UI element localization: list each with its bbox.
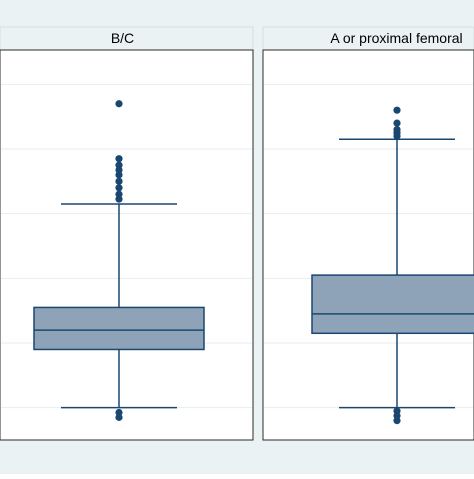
panel-1-plot-area bbox=[0, 49, 254, 441]
panel-2-plot-area bbox=[262, 49, 474, 441]
panel-1-outlier-point-1 bbox=[115, 155, 123, 163]
panel-2-outlier-point-0 bbox=[393, 119, 401, 127]
panel-1-outlier-point-10 bbox=[115, 408, 123, 417]
panel-1-outlier-point-8 bbox=[115, 161, 123, 169]
panel-1-outlier-point-5 bbox=[115, 177, 123, 185]
panel-1-box bbox=[33, 306, 205, 351]
panel-2-outlier-point-7 bbox=[393, 417, 401, 425]
panel-2-outlier-point-4 bbox=[393, 106, 401, 114]
panel-2-outlier-point-6 bbox=[393, 407, 401, 415]
panel-2-header-label: A or proximal femoral bbox=[330, 30, 462, 46]
panel-2-box bbox=[311, 274, 474, 335]
panel-1-outlier-point-0 bbox=[115, 100, 123, 108]
panel-1-outlier-point-3 bbox=[115, 190, 123, 198]
panel-1-header-label: B/C bbox=[111, 30, 134, 46]
panel-2-outlier-point-3 bbox=[393, 129, 401, 137]
panel-1-outlier-point-4 bbox=[115, 184, 123, 192]
